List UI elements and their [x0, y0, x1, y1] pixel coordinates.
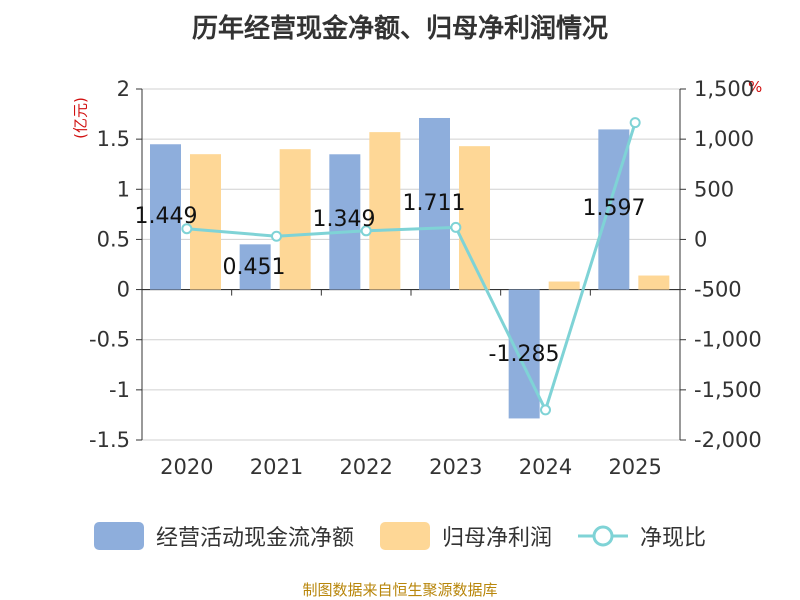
net-profit-bar	[548, 281, 580, 290]
legend-item-ratio[interactable]: 净现比	[578, 520, 706, 552]
legend-label-ratio: 净现比	[640, 526, 707, 551]
cash-flow-bar	[419, 117, 450, 290]
net-profit-bar	[638, 275, 670, 290]
left-axis-tick-label: 2	[117, 77, 130, 101]
x-axis-tick-label: 2025	[608, 455, 661, 479]
cash-flow-bar	[150, 144, 181, 290]
cash-flow-bar	[239, 244, 271, 290]
left-axis-tick-label: -0.5	[89, 328, 130, 352]
ratio-point	[629, 117, 641, 129]
net-profit-bar	[279, 149, 311, 290]
net-profit-bar	[190, 154, 221, 290]
legend-label-cash-flow: 经营活动现金流净额	[155, 526, 354, 551]
legend-label-net-profit: 归母净利润	[441, 526, 552, 551]
chart-title: 历年经营现金净额、归母净利润情况	[191, 14, 608, 44]
ratio-point	[181, 223, 193, 235]
cash-flow-data-label: 1.597	[583, 196, 646, 221]
cash-flow-data-label: 1.711	[403, 191, 466, 216]
ratio-point	[271, 230, 282, 242]
x-axis-tick-label: 2021	[250, 455, 303, 479]
legend-swatch-ratio	[578, 525, 628, 547]
cash-flow-data-label: 0.451	[223, 255, 286, 280]
left-axis-tick-label: 0.5	[97, 227, 130, 251]
left-axis-tick-label: 1	[117, 177, 130, 201]
cash-flow-bar	[508, 289, 540, 419]
x-axis-tick-label: 2024	[519, 455, 572, 479]
left-axis-tick-label: -1	[109, 378, 130, 402]
cash-flow-bar	[329, 154, 361, 290]
x-axis-tick-label: 2020	[160, 455, 213, 479]
legend-item-cash-flow[interactable]: 经营活动现金流净额	[93, 520, 354, 552]
ratio-point	[360, 225, 372, 237]
right-axis-tick-label: -1,500	[694, 378, 762, 402]
x-axis-tick-label: 2022	[339, 455, 392, 479]
ratio-point	[450, 221, 462, 233]
right-axis-tick-label: -2,000	[694, 428, 762, 452]
legend-swatch-cash-flow	[93, 522, 144, 550]
right-axis-tick-label: 1,000	[694, 127, 754, 151]
ratio-line	[186, 122, 637, 414]
right-axis-tick-label: 0	[694, 227, 707, 251]
net-profit-bar	[369, 132, 401, 290]
right-axis-tick-label: -1,000	[694, 328, 762, 352]
source-footer: 制图数据来自恒生聚源数据库	[302, 581, 498, 599]
legend-swatch-net-profit	[379, 522, 430, 550]
legend-item-net-profit[interactable]: 归母净利润	[379, 520, 552, 552]
cash-flow-data-label: -1.285	[489, 342, 560, 367]
left-axis-tick-label: 0	[117, 278, 130, 302]
right-axis-tick-label: 500	[694, 177, 734, 201]
cash-flow-data-label: 1.449	[135, 204, 198, 229]
cash-flow-data-label: 1.349	[313, 207, 376, 232]
left-axis-tick-label: -1.5	[89, 428, 130, 452]
legend: 经营活动现金流净额 归母净利润 净现比	[0, 518, 800, 554]
left-axis-tick-label: 1.5	[97, 127, 130, 151]
x-axis-tick-label: 2023	[429, 455, 482, 479]
ratio-point	[540, 404, 551, 416]
right-axis-unit: %	[748, 78, 763, 96]
right-axis-tick-label: -500	[694, 278, 742, 302]
right-axis-tick-label: 1,500	[694, 77, 754, 101]
